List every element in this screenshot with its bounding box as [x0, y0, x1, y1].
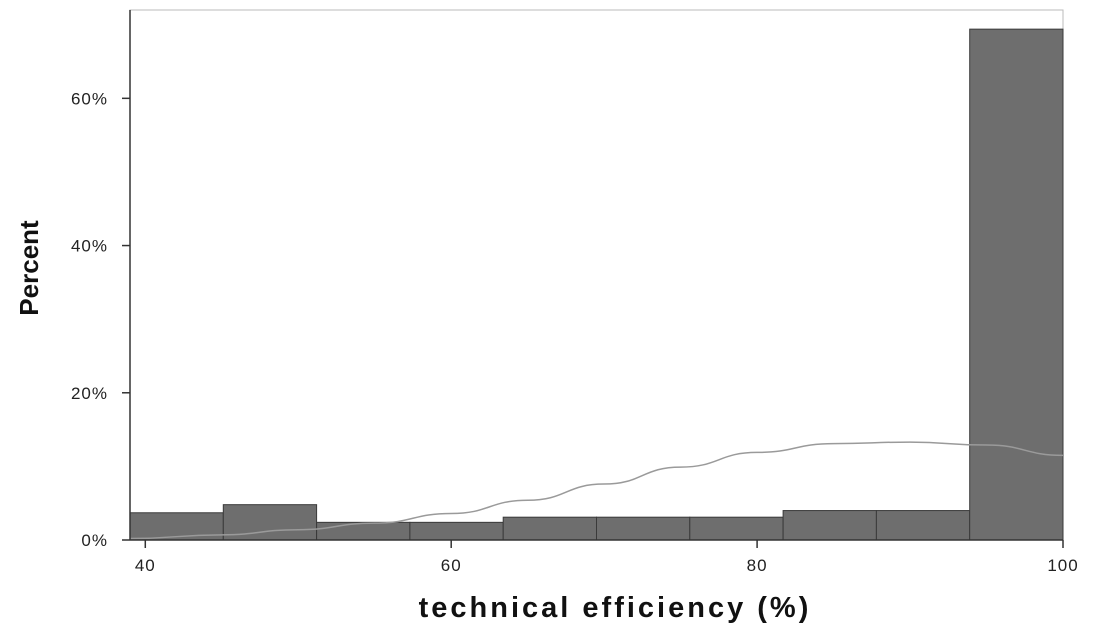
histogram-bar-10 [969, 28, 1064, 541]
histogram-bar-6 [596, 516, 691, 541]
histogram-bar-5 [502, 516, 598, 541]
axes-layer [122, 10, 1064, 548]
tick-labels-layer: 0% 20% 40% 60% 40 60 80 100 [71, 89, 1078, 575]
y-tick-label-0: 0% [81, 531, 108, 550]
x-tick-label-60: 60 [441, 556, 462, 575]
x-tick-label-80: 80 [747, 556, 768, 575]
y-axis-title: Percent [14, 220, 44, 316]
plot-area [129, 9, 1064, 541]
y-tick-label-60: 60% [71, 89, 108, 108]
x-tick-label-40: 40 [135, 556, 156, 575]
histogram-bar-9 [875, 510, 971, 541]
histogram-bar-3 [316, 521, 411, 541]
normal-curve-line [129, 441, 1064, 540]
histogram-bar-4 [409, 521, 504, 541]
y-tick-label-20: 20% [71, 384, 108, 403]
y-tick-label-40: 40% [71, 237, 108, 256]
x-tick-label-100: 100 [1047, 556, 1078, 575]
histogram-bar-7 [689, 516, 784, 541]
x-axis-title: technical efficiency (%) [419, 592, 812, 624]
histogram-bar-8 [782, 510, 877, 541]
